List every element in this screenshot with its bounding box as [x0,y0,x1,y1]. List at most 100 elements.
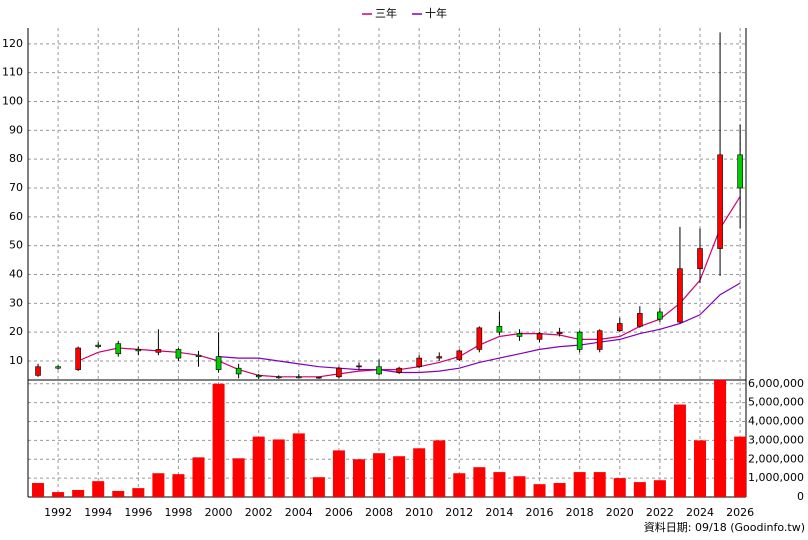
x-tick-label: 1994 [84,506,112,519]
volume-bar [72,490,85,497]
volume-bar [433,440,446,497]
ma-line [218,282,741,374]
y-tick-label: 50 [9,239,23,252]
ma-line [77,196,741,378]
volume-bar [212,383,225,497]
volume-bar [92,481,105,497]
volume-bar [413,448,426,497]
volume-bar [292,433,305,497]
x-tick-label: 2008 [365,506,393,519]
candle-body [556,331,563,334]
volume-bar [32,483,45,497]
candle-body [717,154,723,249]
candle-body [396,367,402,373]
candle-body [215,356,222,370]
y2-tick-label: 1,000,000 [748,471,804,484]
volume-bar [553,483,566,497]
y2-tick-label: 0 [797,490,804,503]
candle-body [175,349,182,359]
candle-body [376,366,382,375]
y-tick-label: 100 [2,95,23,108]
volume-bar [633,482,646,497]
y-tick-label: 110 [2,66,23,79]
volume-bar [734,436,747,497]
candle-body [476,327,483,350]
x-tick-label: 2012 [445,506,473,519]
y-tick-label: 60 [9,210,23,223]
candle-body [677,268,683,323]
volume-bar [453,473,466,497]
volume-bar [252,436,265,497]
y-tick-label: 80 [9,152,23,165]
candle-body [135,349,142,352]
candle-body [657,311,663,320]
x-tick-label: 2026 [726,506,754,519]
plot-area [28,28,746,497]
x-tick-label: 2004 [285,506,313,519]
x-tick-label: 2022 [646,506,674,519]
y-tick-label: 40 [9,267,23,280]
candle-body [95,344,102,347]
volume-bar [332,450,345,497]
x-tick-label: 1992 [44,506,72,519]
volume-bar [112,490,125,497]
y2-tick-label: 5,000,000 [748,396,804,409]
x-tick-label: 1998 [164,506,192,519]
x-tick-label: 2010 [405,506,433,519]
candle-body [55,366,61,369]
legend-label: 三年 [375,6,397,20]
candle-body [596,330,603,350]
candle-body [296,376,302,379]
candle-body [536,333,543,340]
candle-body [436,356,443,359]
candle-body [336,367,342,378]
y-tick-label: 10 [9,354,23,367]
legend-label: 十年 [425,6,447,20]
candle-body [616,323,623,332]
volume-bar [694,440,707,497]
candle-body [255,375,262,378]
volume-bar [573,472,586,497]
candle-body [275,376,282,379]
candle-body [115,343,122,355]
volume-bar [272,439,285,497]
y-tick-label: 30 [9,296,23,309]
volume-bar [533,484,546,497]
x-tick-label: 2016 [526,506,554,519]
candle-body [637,313,643,327]
volume-bar [52,492,65,497]
candle-body [235,367,242,375]
x-tick-label: 2002 [245,506,273,519]
x-tick-label: 2014 [485,506,513,519]
y2-tick-label: 2,000,000 [748,452,804,465]
volume-bar [613,478,626,497]
candle-body [356,365,362,368]
x-tick-label: 2020 [606,506,634,519]
candle-body [316,376,322,379]
y2-tick-label: 6,000,000 [748,377,804,390]
volume-bar [653,480,666,497]
x-tick-label: 2000 [205,506,233,519]
candle-body [576,331,583,350]
y2-tick-label: 3,000,000 [748,433,804,446]
candle-body [516,333,523,337]
y-tick-label: 20 [9,325,23,338]
candle-body [416,357,422,368]
volume-bar [232,458,245,497]
candle-body [456,350,463,360]
y-tick-label: 120 [2,37,23,50]
volume-bar [373,453,386,497]
footer: 資料日期: 09/18 (Goodinfo.tw) [644,520,805,534]
volume-bar [152,473,165,497]
x-tick-label: 2018 [566,506,594,519]
candle-body [737,154,743,189]
volume-bar [714,380,727,497]
volume-bar [172,474,185,497]
candle-body [697,248,703,270]
volume-bar [513,476,526,497]
volume-bar [473,467,486,497]
x-tick-label: 1996 [124,506,152,519]
y-tick-label: 70 [9,181,23,194]
volume-bar [352,459,365,497]
